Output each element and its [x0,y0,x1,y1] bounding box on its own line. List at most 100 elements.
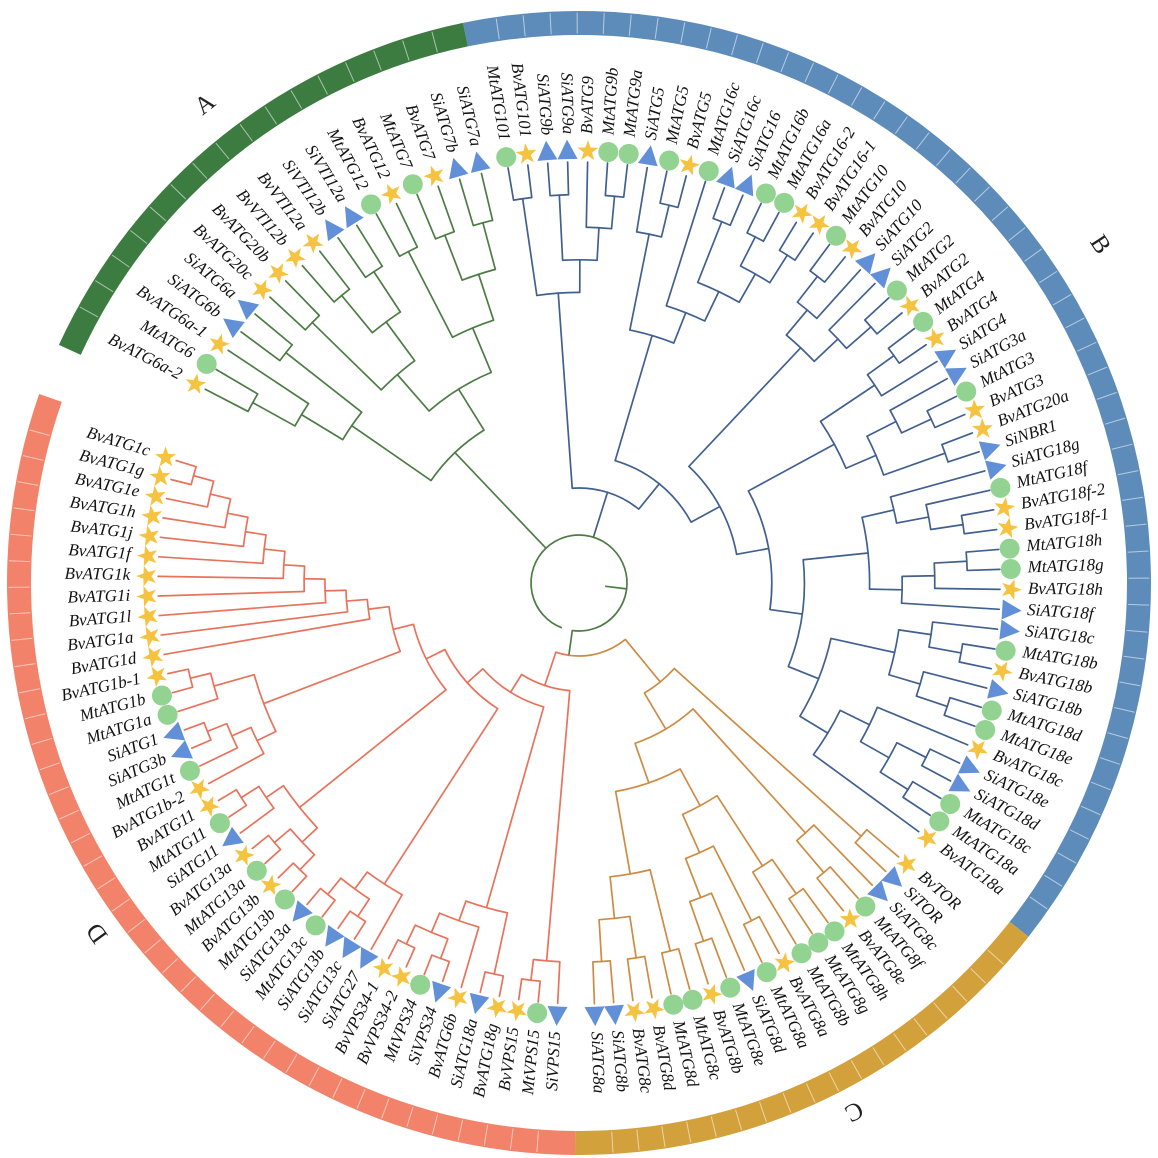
branch-line [794,232,814,262]
branch-line [430,912,441,934]
circle-icon [496,147,517,168]
branch-line [458,178,475,227]
band-tick [11,637,33,641]
star-icon [252,279,273,301]
triangle-icon [223,318,245,339]
circle-icon [824,921,845,942]
group-letter-B: B [1084,230,1116,259]
band-tick [952,985,968,1002]
clade-arc [203,722,212,741]
branch-line [405,947,416,968]
branch-line [819,384,876,423]
branch-line [471,327,493,374]
group-arc-A [58,22,468,355]
branch-line [298,688,447,809]
star-icon [679,154,701,176]
band-tick [22,455,44,461]
band-tick [636,1129,640,1151]
circle-icon [527,1002,548,1023]
branch-line [876,706,969,746]
star-icon [896,853,917,875]
branch-line [949,696,983,709]
branch-line [915,695,949,708]
branch-line [712,187,726,220]
branch-line [710,892,746,972]
branch-line [673,667,862,838]
branch-line [888,673,922,685]
branch-line [592,961,596,1005]
branch-line [189,672,212,680]
branch-line [175,459,197,468]
branch-line [863,297,890,321]
triangle-icon [171,740,193,759]
branch-line [206,722,228,733]
branch-line [690,505,721,523]
star-icon [136,565,157,587]
branch-line [609,875,616,920]
branch-line [291,875,308,893]
band-tick [804,62,814,83]
branch-line [688,346,802,468]
clade-arc [743,915,760,926]
triangle-icon [222,826,244,847]
branch-line [854,841,887,873]
circle-icon [402,174,423,195]
branch-line [649,868,672,952]
branch-line [961,643,996,650]
star-icon [136,585,157,607]
band-tick [1126,629,1148,633]
triangle-icon [292,900,313,922]
branch-line [264,848,282,865]
branch-line [828,282,876,331]
branch-line [660,952,672,995]
star-icon [302,233,324,254]
branch-line [880,360,938,397]
branch-line [659,170,668,204]
band-tick [127,919,145,933]
branch-line [941,432,974,446]
triangle-icon [934,349,957,369]
band-tick [628,14,632,36]
band-tick [31,737,53,745]
band-tick [241,1025,255,1044]
band-tick [1069,829,1089,840]
branch-line [416,193,437,240]
triangle-icon [1001,599,1022,620]
branch-line [269,296,307,331]
clade-arc [294,403,310,427]
branch-line [966,568,1001,572]
circle-icon [929,811,950,832]
clade-arc [689,892,712,903]
star-icon [577,140,599,161]
branch-line [239,807,275,834]
star-icon [149,465,171,487]
clade-arc [799,638,832,717]
band-tick [83,855,103,867]
band-tick [805,1083,816,1103]
star-icon [841,239,863,260]
clade-arc [614,459,692,523]
circle-icon [990,477,1011,498]
branch-line [423,954,433,976]
star-icon [964,399,985,420]
branch-line [681,813,701,854]
band-tick [936,149,951,166]
triangle-icon [867,880,888,902]
clade-arc [371,311,401,334]
branch-line [355,224,384,268]
band-tick [987,949,1004,965]
band-tick [162,958,179,974]
clade-arc [461,268,496,281]
band-tick [111,898,130,912]
circle-icon [663,994,684,1015]
star-icon [146,666,168,687]
band-tick [1087,366,1108,376]
branch-line [925,489,991,506]
star-icon [185,373,207,395]
branch-line [626,958,634,1002]
clade-arc [779,249,796,261]
branch-line [729,194,744,227]
band-tick [457,1119,464,1141]
leaf-label: BvATG1f [68,540,134,563]
clade-arc [933,563,936,589]
